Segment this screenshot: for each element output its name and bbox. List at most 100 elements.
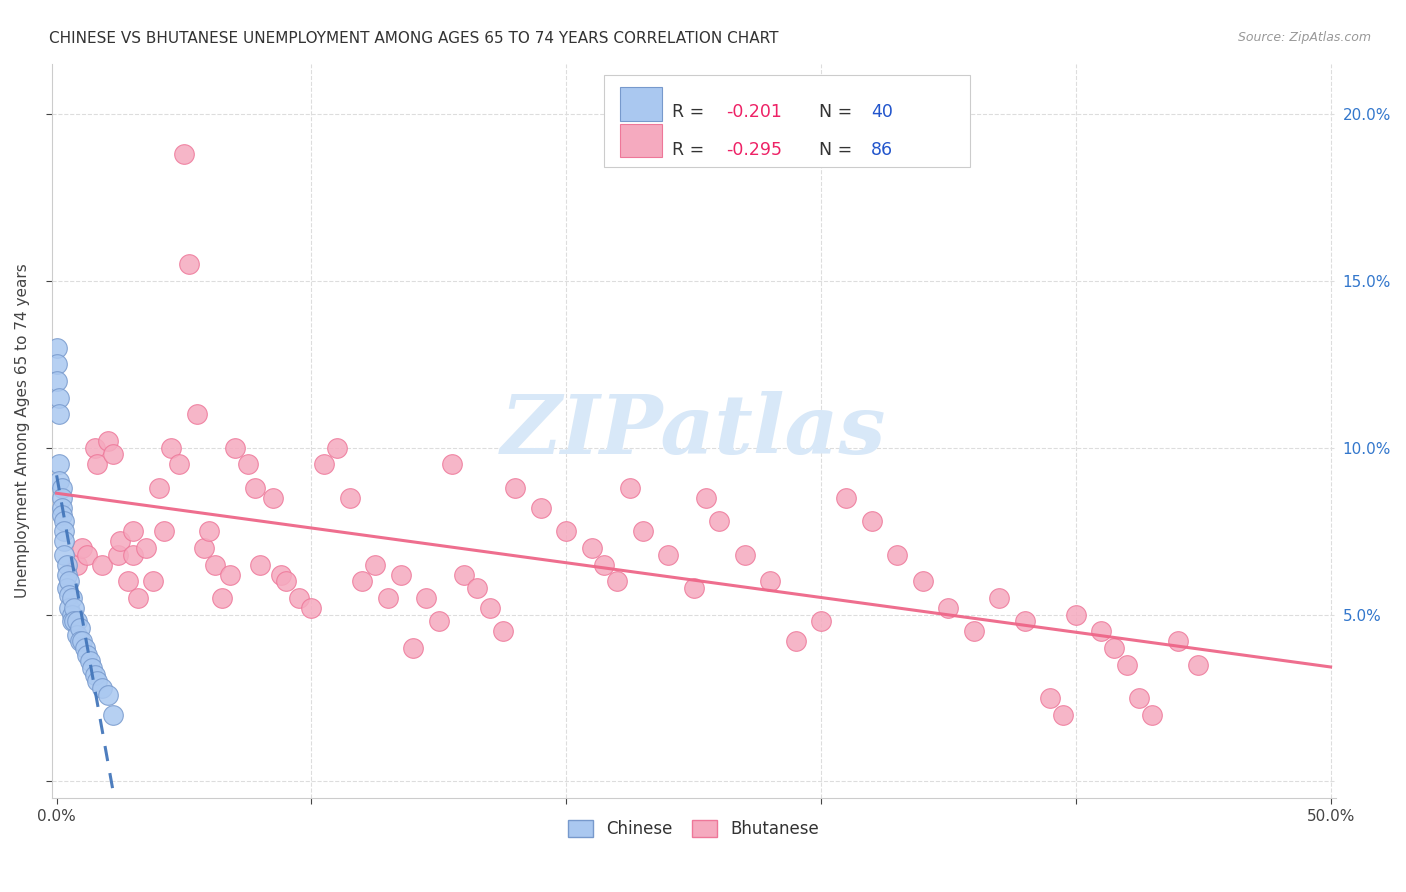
Point xyxy=(110,534,132,549)
Point xyxy=(465,581,488,595)
Point xyxy=(58,601,80,615)
Point xyxy=(53,548,76,562)
Point xyxy=(66,627,89,641)
Text: -0.201: -0.201 xyxy=(725,103,782,120)
Point xyxy=(963,624,986,639)
Text: 40: 40 xyxy=(870,103,893,120)
Point xyxy=(1102,640,1125,655)
Point xyxy=(69,634,91,648)
Point xyxy=(211,591,233,605)
Point xyxy=(66,558,89,572)
Point xyxy=(148,481,170,495)
Point xyxy=(48,408,70,422)
Text: -0.295: -0.295 xyxy=(725,141,782,159)
Text: N =: N = xyxy=(820,141,858,159)
Point xyxy=(886,548,908,562)
Text: R =: R = xyxy=(672,103,710,120)
Point xyxy=(453,567,475,582)
Point xyxy=(1187,657,1209,672)
Point xyxy=(122,524,145,539)
Point xyxy=(491,624,513,639)
Point xyxy=(69,621,91,635)
Point xyxy=(56,581,79,595)
Point xyxy=(63,601,86,615)
Point xyxy=(51,508,73,522)
Point xyxy=(555,524,578,539)
Point xyxy=(262,491,284,505)
Point xyxy=(53,514,76,528)
Point xyxy=(58,574,80,589)
Point xyxy=(377,591,399,605)
Text: ZIPatlas: ZIPatlas xyxy=(501,391,886,471)
Point xyxy=(91,681,114,695)
Point xyxy=(48,391,70,405)
Point xyxy=(734,548,756,562)
Point xyxy=(299,601,322,615)
Text: R =: R = xyxy=(672,141,710,159)
Point xyxy=(101,707,124,722)
Point xyxy=(122,548,145,562)
Point xyxy=(938,601,960,615)
Point xyxy=(274,574,297,589)
Point xyxy=(97,434,120,449)
Point xyxy=(835,491,858,505)
Point xyxy=(707,514,730,528)
Point xyxy=(785,634,807,648)
Text: N =: N = xyxy=(820,103,858,120)
Point xyxy=(1142,707,1164,722)
Point xyxy=(1014,615,1036,629)
Point xyxy=(1128,691,1150,706)
Point xyxy=(60,607,83,622)
Legend: Chinese, Bhutanese: Chinese, Bhutanese xyxy=(561,814,827,845)
FancyBboxPatch shape xyxy=(603,75,970,167)
Point xyxy=(48,474,70,488)
Point xyxy=(236,458,259,472)
FancyBboxPatch shape xyxy=(620,87,661,120)
Point xyxy=(352,574,374,589)
Point xyxy=(1090,624,1112,639)
Point xyxy=(91,558,114,572)
Point xyxy=(83,441,105,455)
Point xyxy=(86,674,108,689)
Point xyxy=(988,591,1011,605)
Point xyxy=(63,615,86,629)
Point xyxy=(160,441,183,455)
Point xyxy=(56,567,79,582)
Point xyxy=(48,458,70,472)
Point xyxy=(193,541,215,555)
Point xyxy=(1115,657,1137,672)
Point xyxy=(478,601,501,615)
Point xyxy=(198,524,221,539)
Point xyxy=(219,567,242,582)
Point xyxy=(1167,634,1189,648)
Point xyxy=(657,548,679,562)
Point xyxy=(101,447,124,461)
Point xyxy=(53,524,76,539)
Point xyxy=(70,634,93,648)
Point xyxy=(70,541,93,555)
Point xyxy=(152,524,174,539)
Point xyxy=(56,558,79,572)
Point xyxy=(606,574,628,589)
Point xyxy=(167,458,190,472)
Point xyxy=(60,591,83,605)
Point xyxy=(135,541,157,555)
Point xyxy=(631,524,654,539)
Point xyxy=(142,574,165,589)
Point xyxy=(593,558,616,572)
Point xyxy=(86,458,108,472)
Point xyxy=(127,591,149,605)
Point xyxy=(224,441,246,455)
Point xyxy=(810,615,832,629)
Point xyxy=(79,654,101,668)
Point xyxy=(427,615,450,629)
Point xyxy=(314,458,336,472)
Point xyxy=(440,458,463,472)
Point xyxy=(860,514,883,528)
Y-axis label: Unemployment Among Ages 65 to 74 years: Unemployment Among Ages 65 to 74 years xyxy=(15,264,30,599)
Point xyxy=(339,491,361,505)
Point xyxy=(1039,691,1062,706)
Point xyxy=(682,581,704,595)
Point xyxy=(1052,707,1074,722)
Point xyxy=(530,500,553,515)
